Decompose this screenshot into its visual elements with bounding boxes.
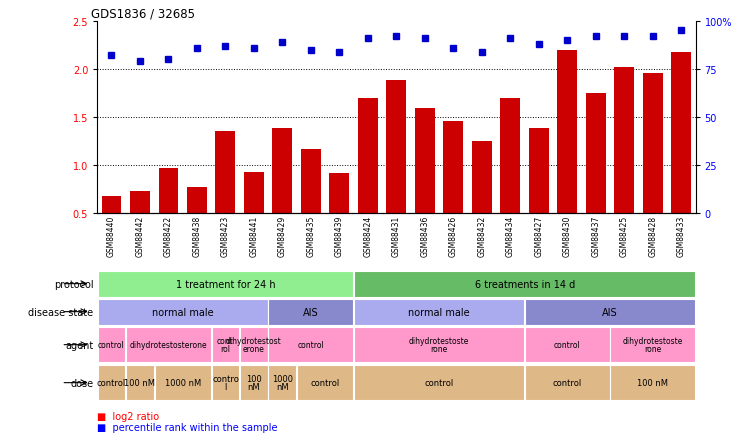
Text: 100
nM: 100 nM [246, 374, 262, 391]
Text: disease state: disease state [28, 307, 94, 317]
Bar [102, 196, 121, 262]
FancyBboxPatch shape [610, 365, 696, 400]
Text: 100 nM: 100 nM [124, 378, 156, 387]
Text: ■  log2 ratio: ■ log2 ratio [97, 411, 159, 421]
Text: control: control [98, 340, 125, 349]
Bar [159, 168, 179, 262]
Text: control: control [96, 378, 126, 387]
Text: AIS: AIS [602, 307, 618, 317]
Bar [529, 129, 549, 262]
Bar [444, 122, 464, 262]
Text: control: control [310, 378, 340, 387]
FancyBboxPatch shape [354, 327, 524, 362]
Bar [614, 68, 634, 262]
Text: dihydrotestost
erone: dihydrotestost erone [226, 336, 282, 353]
Text: control: control [553, 378, 582, 387]
Text: cont
rol: cont rol [217, 336, 234, 353]
Text: control: control [554, 340, 580, 349]
FancyBboxPatch shape [269, 365, 296, 400]
FancyBboxPatch shape [269, 327, 353, 362]
FancyBboxPatch shape [354, 299, 524, 325]
Bar [586, 94, 606, 262]
Bar [187, 187, 207, 262]
FancyBboxPatch shape [240, 327, 268, 362]
Text: dose: dose [70, 378, 94, 388]
Bar [557, 50, 577, 262]
FancyBboxPatch shape [126, 365, 154, 400]
FancyBboxPatch shape [97, 327, 126, 362]
Text: control: control [298, 340, 325, 349]
Text: dihydrotestoste
rone: dihydrotestoste rone [409, 336, 470, 353]
FancyBboxPatch shape [269, 299, 353, 325]
Bar [244, 172, 264, 262]
Bar [472, 141, 492, 262]
Bar [643, 73, 663, 262]
Text: agent: agent [65, 340, 94, 350]
Text: GDS1836 / 32685: GDS1836 / 32685 [91, 7, 195, 20]
FancyBboxPatch shape [525, 365, 610, 400]
Bar [130, 191, 150, 262]
Bar [329, 173, 349, 262]
FancyBboxPatch shape [525, 299, 696, 325]
Text: dihydrotestosterone: dihydrotestosterone [129, 340, 207, 349]
Text: 6 treatments in 14 d: 6 treatments in 14 d [474, 279, 574, 289]
Text: 1000 nM: 1000 nM [165, 378, 201, 387]
FancyBboxPatch shape [354, 271, 696, 297]
Text: contro
l: contro l [212, 374, 239, 391]
Text: ■  percentile rank within the sample: ■ percentile rank within the sample [97, 422, 278, 432]
FancyBboxPatch shape [97, 271, 353, 297]
FancyBboxPatch shape [354, 365, 524, 400]
FancyBboxPatch shape [126, 327, 211, 362]
Bar [358, 99, 378, 262]
Text: dihydrotestoste
rone: dihydrotestoste rone [622, 336, 683, 353]
Bar [387, 81, 406, 262]
Text: protocol: protocol [54, 279, 94, 289]
Text: 100 nM: 100 nM [637, 378, 669, 387]
FancyBboxPatch shape [240, 365, 268, 400]
Bar [272, 129, 292, 262]
Text: 1000
nM: 1000 nM [272, 374, 293, 391]
Text: normal male: normal male [408, 307, 470, 317]
FancyBboxPatch shape [525, 327, 610, 362]
Text: AIS: AIS [303, 307, 319, 317]
Text: control: control [425, 378, 454, 387]
FancyBboxPatch shape [610, 327, 696, 362]
Text: 1 treatment for 24 h: 1 treatment for 24 h [176, 279, 275, 289]
Bar [301, 149, 321, 262]
Bar [500, 99, 521, 262]
Bar [415, 109, 435, 262]
Bar [215, 132, 236, 262]
FancyBboxPatch shape [212, 327, 239, 362]
FancyBboxPatch shape [212, 365, 239, 400]
FancyBboxPatch shape [97, 299, 268, 325]
Text: normal male: normal male [152, 307, 213, 317]
FancyBboxPatch shape [297, 365, 353, 400]
FancyBboxPatch shape [97, 365, 126, 400]
Bar [672, 53, 691, 262]
FancyBboxPatch shape [155, 365, 211, 400]
